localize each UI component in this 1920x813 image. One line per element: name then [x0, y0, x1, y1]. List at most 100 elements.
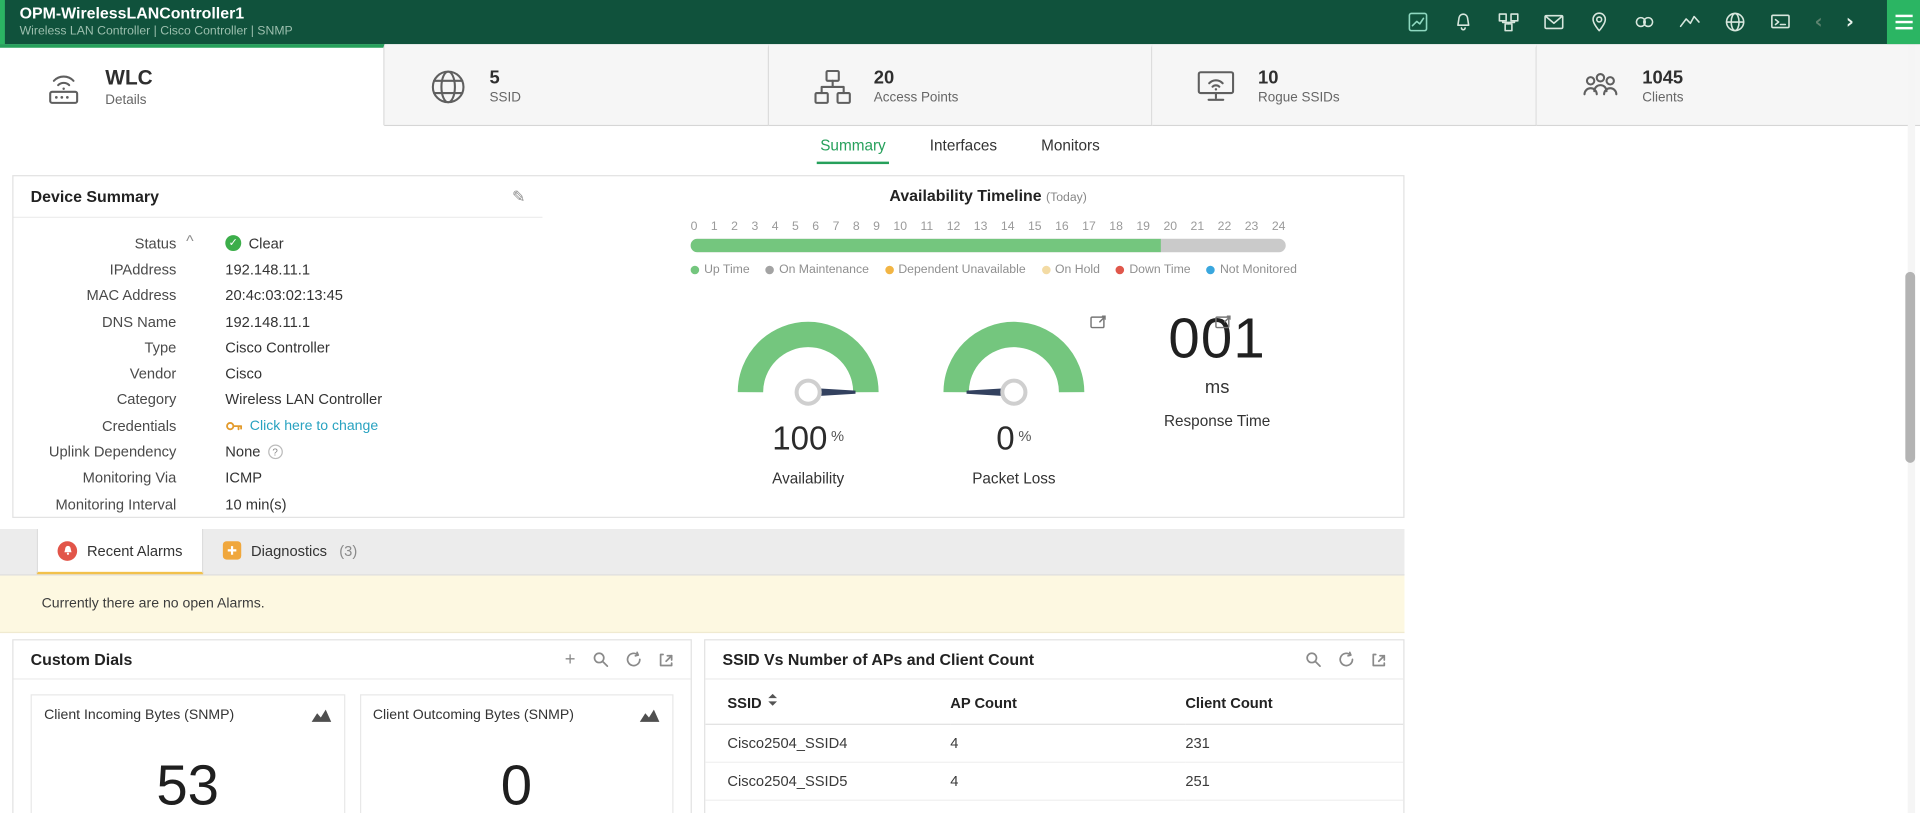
tab-ssid[interactable]: 5 SSID: [384, 44, 768, 126]
field-label: Vendor: [13, 365, 176, 382]
status-ok-icon: ✓: [225, 235, 241, 251]
legend-item: On Maintenance: [766, 263, 869, 276]
mini-chart-icon[interactable]: [639, 708, 660, 723]
table-row[interactable]: Cisco2504_SSID4 4 231: [705, 724, 1403, 762]
field-row-monitoring-via: Monitoring Via ICMP: [13, 465, 589, 491]
card-title: Custom Dials: [31, 650, 133, 668]
alarm-icon: [58, 541, 78, 561]
custom-dials-header: Custom Dials +: [13, 640, 690, 679]
chevron-up-icon[interactable]: ^: [186, 235, 193, 246]
card-title: SSID Vs Number of APs and Client Count: [722, 650, 1034, 668]
expand-icon[interactable]: [659, 652, 674, 667]
menu-icon[interactable]: [1887, 0, 1920, 44]
timeline-bar[interactable]: [691, 239, 1286, 252]
tab-text: WLC Details: [105, 66, 152, 108]
field-label: Monitoring Interval: [13, 495, 176, 512]
tab-rogue-ssids[interactable]: 10 Rogue SSIDs: [1153, 44, 1537, 126]
subtab-summary[interactable]: Summary: [817, 130, 890, 164]
legend-item: Down Time: [1116, 263, 1191, 276]
subtab-monitors[interactable]: Monitors: [1037, 130, 1103, 164]
hour-label: 18: [1109, 220, 1123, 233]
gauge-export-icon[interactable]: [1215, 313, 1231, 329]
subtab-interfaces[interactable]: Interfaces: [926, 130, 1001, 164]
column-ssid[interactable]: SSID: [705, 680, 950, 725]
edit-icon[interactable]: ✎: [512, 187, 525, 207]
hour-label: 1: [711, 220, 718, 233]
key-icon: [225, 417, 242, 434]
tab-clients[interactable]: 1045 Clients: [1537, 44, 1920, 126]
search-icon[interactable]: [593, 651, 609, 667]
device-heading: OPM-WirelessLANController1 Wireless LAN …: [20, 5, 293, 39]
cell-ssid: Cisco2504_SSID4: [705, 724, 950, 762]
custom-dials-card: Custom Dials + Client Incoming Bytes (SN…: [12, 639, 692, 813]
tab-count: 10: [1258, 67, 1340, 88]
timeline-period: (Today): [1046, 191, 1087, 204]
tab-label: Clients: [1642, 91, 1683, 106]
change-credentials-link[interactable]: Click here to change: [250, 418, 378, 433]
response-time-label: Response Time: [1139, 413, 1296, 430]
mail-icon[interactable]: [1543, 11, 1565, 33]
field-label: Status: [13, 235, 176, 252]
table-row[interactable]: Cisco2504_SSID1 3 101: [705, 800, 1403, 813]
tab-diagnostics[interactable]: Diagnostics (3): [203, 529, 377, 574]
field-row-dns: DNS Name 192.148.11.1: [13, 308, 589, 334]
legend-item: Up Time: [691, 263, 750, 276]
cell-ap-count: 4: [950, 724, 1185, 762]
column-client-count[interactable]: Client Count: [1185, 680, 1403, 725]
timeline-legend: Up TimeOn MaintenanceDependent Unavailab…: [691, 263, 1296, 276]
tab-subtitle: Details: [105, 92, 152, 107]
search-icon[interactable]: [1305, 651, 1321, 667]
tab-wlc-details[interactable]: WLC Details: [0, 44, 384, 126]
tab-text: 10 Rogue SSIDs: [1258, 67, 1340, 105]
availability-value: 100%: [727, 420, 889, 458]
legend-dot: [1116, 266, 1125, 275]
globe-icon[interactable]: [1724, 11, 1746, 33]
trend-line-icon[interactable]: [1679, 11, 1701, 33]
field-value: Wireless LAN Controller: [225, 391, 382, 408]
hour-label: 16: [1055, 220, 1069, 233]
scrollbar-thumb[interactable]: [1905, 272, 1915, 463]
tab-text: 5 SSID: [490, 67, 521, 105]
mini-chart-icon[interactable]: [310, 708, 331, 723]
add-dial-icon[interactable]: +: [565, 650, 576, 668]
sort-icon[interactable]: [768, 693, 778, 710]
dial-label: Client Incoming Bytes (SNMP): [44, 708, 234, 723]
field-value: 10 min(s): [225, 495, 286, 512]
refresh-icon[interactable]: [626, 651, 642, 667]
hour-label: 14: [1001, 220, 1015, 233]
table-header-row: SSID AP Count Client Count: [705, 680, 1403, 725]
packet-loss-gauge: 0% Packet Loss: [933, 309, 1095, 488]
hour-label: 9: [873, 220, 880, 233]
column-ap-count[interactable]: AP Count: [950, 680, 1185, 725]
widget-actions: [1305, 651, 1386, 667]
app-root: OPM-WirelessLANController1 Wireless LAN …: [0, 0, 1920, 813]
device-fields: Status ^ ✓ Clear IPAddress 192.148.11.1 …: [13, 230, 589, 517]
device-summary-card: Device Summary ✎ Status ^ ✓ Clear IPAddr…: [12, 175, 1404, 518]
hour-label: 15: [1028, 220, 1042, 233]
chevron-left-icon[interactable]: ‹: [1814, 12, 1822, 32]
hour-label: 13: [974, 220, 988, 233]
tab-recent-alarms[interactable]: Recent Alarms: [37, 529, 204, 574]
performance-charts-icon[interactable]: [1407, 11, 1429, 33]
refresh-icon[interactable]: [1338, 651, 1354, 667]
header-toolbar: ‹ ›: [1407, 0, 1920, 44]
alarm-bell-icon[interactable]: [1452, 11, 1474, 33]
tab-label: Diagnostics: [251, 542, 327, 559]
field-label: Type: [13, 339, 176, 356]
field-label: Credentials: [13, 417, 176, 434]
location-pin-icon[interactable]: [1588, 11, 1610, 33]
tab-count: (3): [339, 542, 357, 559]
hour-label: 7: [833, 220, 840, 233]
console-icon[interactable]: [1769, 11, 1791, 33]
expand-icon[interactable]: [1371, 652, 1386, 667]
alarm-tab-strip: Recent Alarms Diagnostics (3): [0, 529, 1405, 576]
hour-label: 10: [893, 220, 907, 233]
chevron-right-icon[interactable]: ›: [1846, 12, 1854, 32]
tab-access-points[interactable]: 20 Access Points: [768, 44, 1152, 126]
header-accent-bar: [0, 0, 5, 44]
help-icon[interactable]: ?: [268, 445, 283, 460]
gauge-export-icon[interactable]: [1090, 313, 1106, 329]
table-row[interactable]: Cisco2504_SSID5 4 251: [705, 762, 1403, 800]
link-icon[interactable]: [1633, 11, 1655, 33]
workflow-icon[interactable]: [1497, 11, 1519, 33]
